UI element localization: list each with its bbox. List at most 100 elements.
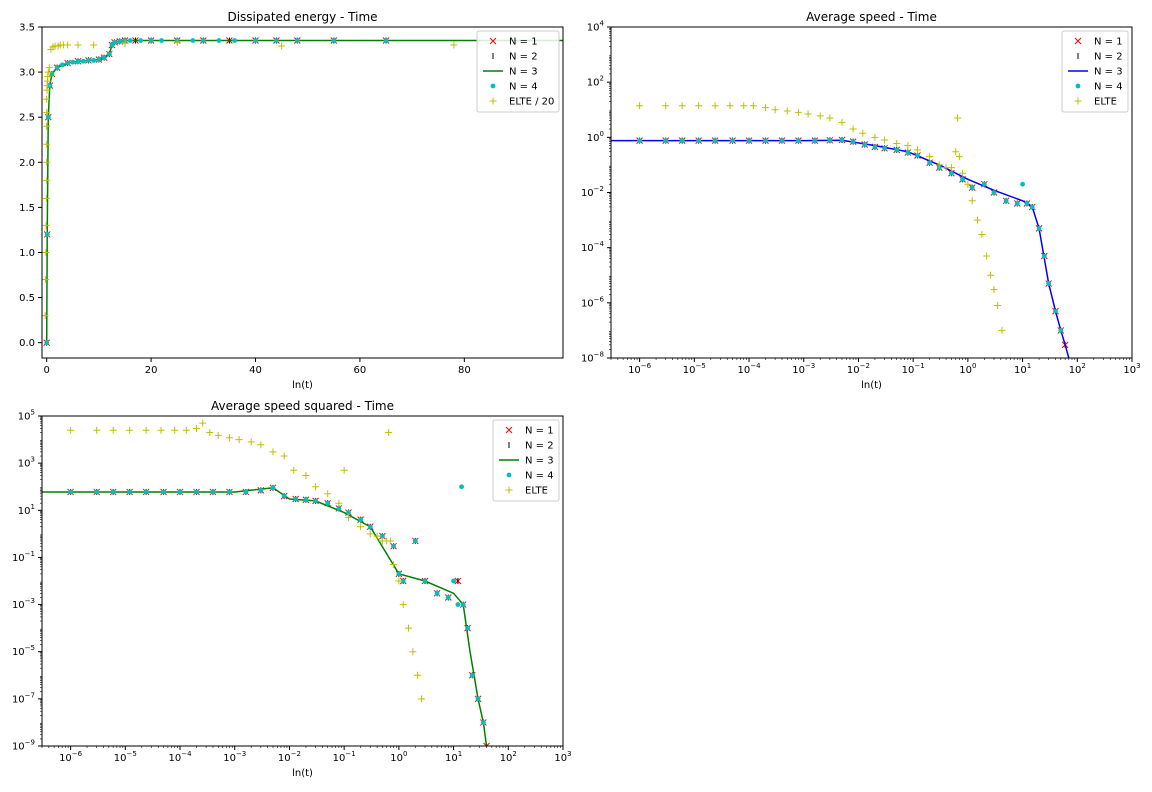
- data-point: [269, 448, 277, 456]
- series-n-4: [44, 38, 389, 346]
- chart-title: Average speed - Time: [806, 10, 937, 24]
- data-point: [386, 537, 394, 545]
- data-point: [489, 37, 497, 45]
- data-point: [373, 532, 381, 540]
- data-point: [475, 696, 481, 702]
- data-point: [110, 489, 116, 495]
- data-point: [257, 441, 265, 449]
- data-point: [1024, 201, 1030, 206]
- y-tick-label: 0.5: [19, 293, 35, 304]
- x-axis-label: ln(t): [292, 380, 313, 391]
- data-point: [1046, 281, 1052, 286]
- data-point: [827, 137, 833, 143]
- data-point: [839, 137, 845, 143]
- data-point: [469, 672, 475, 678]
- data-point: [947, 164, 955, 172]
- data-point: [990, 286, 998, 294]
- data-point: [913, 146, 921, 154]
- data-point: [489, 97, 497, 105]
- data-point: [96, 57, 102, 62]
- data-point: [761, 104, 769, 112]
- data-point: [987, 271, 995, 279]
- x-tick-label: 0: [44, 365, 50, 376]
- series-n-1: [636, 136, 1069, 349]
- series-elte: [636, 102, 1006, 334]
- y-tick-label: 10−7: [12, 691, 35, 705]
- data-point: [312, 483, 320, 491]
- data-point: [157, 426, 165, 434]
- data-point: [346, 510, 351, 515]
- data-point: [324, 490, 332, 498]
- x-tick-label: 60: [354, 365, 367, 376]
- data-point: [405, 624, 413, 632]
- data-point: [412, 538, 418, 544]
- data-point: [637, 138, 643, 144]
- x-tick-label: 100: [390, 750, 407, 764]
- data-point: [974, 216, 982, 224]
- data-point: [812, 138, 818, 144]
- data-point: [1053, 308, 1058, 314]
- data-point: [399, 601, 407, 609]
- data-point: [214, 431, 222, 439]
- data-point: [422, 578, 428, 584]
- chart-panel-3: Average speed squared - Time 10−6 10−5 10−4…: [12, 399, 572, 779]
- y-tick-label: 10−8: [581, 351, 604, 365]
- data-point: [91, 57, 97, 63]
- data-point: [331, 38, 337, 43]
- data-point: [90, 41, 98, 49]
- data-point: [117, 39, 123, 44]
- data-point: [253, 38, 258, 43]
- data-point: [206, 428, 214, 436]
- legend-entry: N = 3: [499, 456, 554, 467]
- y-tick-label: 10−5: [12, 644, 35, 658]
- data-point: [954, 114, 962, 122]
- data-point: [1075, 83, 1081, 89]
- x-tick-label: 10−4: [737, 362, 761, 376]
- axes-frame: [41, 26, 564, 359]
- data-point: [678, 102, 686, 110]
- data-point: [771, 106, 779, 114]
- legend-label: N = 2: [525, 441, 554, 452]
- x-tick-label: 10−2: [847, 362, 870, 376]
- data-point: [1029, 204, 1035, 210]
- data-point: [357, 523, 365, 531]
- x-tick-label: 10−1: [902, 362, 925, 376]
- data-point: [225, 434, 233, 442]
- x-tick-label: 10−2: [278, 750, 301, 764]
- legend-entry: N = 2: [492, 52, 538, 63]
- y-tick-label: 2.0: [19, 158, 35, 169]
- data-point: [1036, 225, 1042, 231]
- x-tick-label: 100: [959, 362, 976, 376]
- data-point: [192, 424, 200, 432]
- data-point: [44, 340, 50, 346]
- x-axis-label: ln(t): [292, 768, 313, 779]
- data-point: [294, 38, 300, 43]
- data-point: [409, 648, 417, 656]
- data-point: [43, 158, 51, 166]
- legend-label: ELTE: [525, 486, 548, 497]
- y-tick-label: 1.0: [19, 248, 35, 259]
- legend-label: N = 3: [509, 67, 538, 78]
- data-point: [43, 122, 51, 130]
- data-point: [385, 428, 393, 436]
- data-point: [395, 577, 403, 585]
- data-point: [74, 41, 82, 49]
- x-tick-label: 10−3: [223, 750, 246, 764]
- legend-label: N = 2: [509, 52, 538, 63]
- x-tick-label: 80: [458, 365, 471, 376]
- x-tick-label: 103: [1123, 362, 1140, 376]
- data-point: [358, 517, 364, 523]
- legend-label: N = 4: [1094, 82, 1123, 93]
- data-point: [112, 39, 117, 45]
- y-tick-label: 1.5: [19, 203, 35, 214]
- data-point: [726, 102, 734, 110]
- data-point: [483, 742, 490, 746]
- data-point: [293, 496, 299, 502]
- data-point: [49, 71, 55, 77]
- y-tick-label: 3.5: [19, 23, 35, 34]
- data-point: [258, 487, 264, 493]
- legend-label: N = 1: [1094, 37, 1123, 48]
- data-point: [243, 489, 249, 495]
- legend-label: N = 2: [1094, 52, 1123, 63]
- data-point: [70, 59, 76, 65]
